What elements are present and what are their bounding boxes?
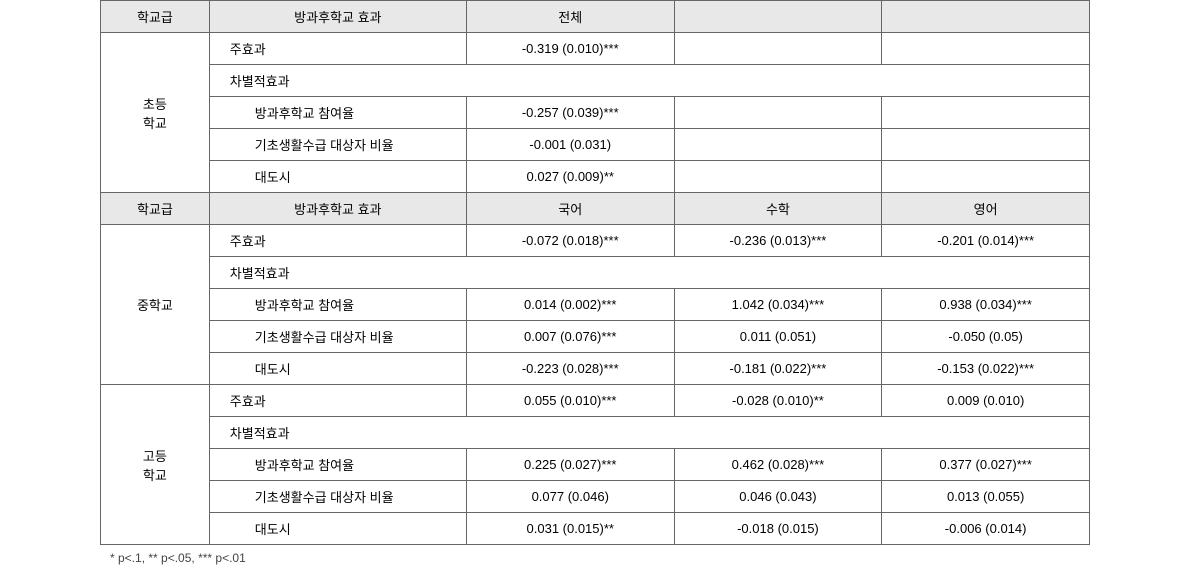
cell-value: -0.236 (0.013)*** — [674, 225, 882, 257]
big-city-label: 대도시 — [209, 513, 466, 545]
table-row: 차별적효과 — [101, 417, 1090, 449]
cell-value: 0.077 (0.046) — [466, 481, 674, 513]
cell-value: 0.046 (0.043) — [674, 481, 882, 513]
cell-value: 0.031 (0.015)** — [466, 513, 674, 545]
cell-value: -0.001 (0.031) — [466, 129, 674, 161]
big-city-label: 대도시 — [209, 353, 466, 385]
cell-value: -0.257 (0.039)*** — [466, 97, 674, 129]
basic-living-label: 기초생활수급 대상자 비율 — [209, 129, 466, 161]
cell-value: -0.153 (0.022)*** — [882, 353, 1090, 385]
table-row: 방과후학교 참여율 0.014 (0.002)*** 1.042 (0.034)… — [101, 289, 1090, 321]
cell-value: 1.042 (0.034)*** — [674, 289, 882, 321]
cell-value: 0.013 (0.055) — [882, 481, 1090, 513]
main-effect-label: 주효과 — [209, 33, 466, 65]
cell-value: 0.055 (0.010)*** — [466, 385, 674, 417]
cell-empty — [882, 97, 1090, 129]
cell-value: 0.938 (0.034)*** — [882, 289, 1090, 321]
cell-empty — [674, 161, 882, 193]
cell-value: 0.462 (0.028)*** — [674, 449, 882, 481]
table-row: 기초생활수급 대상자 비율 0.077 (0.046) 0.046 (0.043… — [101, 481, 1090, 513]
participation-label: 방과후학교 참여율 — [209, 97, 466, 129]
cell-value: -0.223 (0.028)*** — [466, 353, 674, 385]
diff-effect-label: 차별적효과 — [209, 417, 1089, 449]
header-school-level: 학교급 — [101, 193, 210, 225]
table-row: 차별적효과 — [101, 65, 1090, 97]
cell-value: 0.027 (0.009)** — [466, 161, 674, 193]
table-header-row: 학교급 방과후학교 효과 국어 수학 영어 — [101, 193, 1090, 225]
cell-value: -0.319 (0.010)*** — [466, 33, 674, 65]
cell-value: -0.181 (0.022)*** — [674, 353, 882, 385]
main-effect-label: 주효과 — [209, 225, 466, 257]
significance-footnote: * p<.1, ** p<.05, *** p<.01 — [100, 545, 1090, 571]
cell-empty — [674, 97, 882, 129]
main-effect-label: 주효과 — [209, 385, 466, 417]
header-empty-2 — [882, 1, 1090, 33]
table-row: 중학교 주효과 -0.072 (0.018)*** -0.236 (0.013)… — [101, 225, 1090, 257]
middle-label: 중학교 — [101, 225, 210, 385]
cell-value: 0.014 (0.002)*** — [466, 289, 674, 321]
table-header-row: 학교급 방과후학교 효과 전체 — [101, 1, 1090, 33]
header-korean: 국어 — [466, 193, 674, 225]
table-row: 대도시 0.031 (0.015)** -0.018 (0.015) -0.00… — [101, 513, 1090, 545]
cell-value: 0.007 (0.076)*** — [466, 321, 674, 353]
table-row: 기초생활수급 대상자 비율 -0.001 (0.031) — [101, 129, 1090, 161]
header-total: 전체 — [466, 1, 674, 33]
statistics-table: 학교급 방과후학교 효과 전체 초등 학교 주효과 -0.319 (0.010)… — [100, 0, 1090, 545]
table-row: 방과후학교 참여율 0.225 (0.027)*** 0.462 (0.028)… — [101, 449, 1090, 481]
cell-empty — [882, 33, 1090, 65]
basic-living-label: 기초생활수급 대상자 비율 — [209, 321, 466, 353]
elementary-label: 초등 학교 — [101, 33, 210, 193]
table-row: 대도시 -0.223 (0.028)*** -0.181 (0.022)*** … — [101, 353, 1090, 385]
cell-value: -0.028 (0.010)** — [674, 385, 882, 417]
header-school-level: 학교급 — [101, 1, 210, 33]
diff-effect-label: 차별적효과 — [209, 65, 1089, 97]
cell-value: -0.050 (0.05) — [882, 321, 1090, 353]
header-empty-1 — [674, 1, 882, 33]
diff-effect-label: 차별적효과 — [209, 257, 1089, 289]
participation-label: 방과후학교 참여율 — [209, 289, 466, 321]
cell-empty — [882, 129, 1090, 161]
cell-value: -0.072 (0.018)*** — [466, 225, 674, 257]
cell-value: -0.018 (0.015) — [674, 513, 882, 545]
cell-value: -0.201 (0.014)*** — [882, 225, 1090, 257]
cell-value: 0.011 (0.051) — [674, 321, 882, 353]
table-row: 초등 학교 주효과 -0.319 (0.010)*** — [101, 33, 1090, 65]
big-city-label: 대도시 — [209, 161, 466, 193]
table-row: 대도시 0.027 (0.009)** — [101, 161, 1090, 193]
table-row: 차별적효과 — [101, 257, 1090, 289]
cell-value: -0.006 (0.014) — [882, 513, 1090, 545]
cell-empty — [674, 129, 882, 161]
participation-label: 방과후학교 참여율 — [209, 449, 466, 481]
header-effect: 방과후학교 효과 — [209, 193, 466, 225]
header-math: 수학 — [674, 193, 882, 225]
high-label: 고등 학교 — [101, 385, 210, 545]
header-effect: 방과후학교 효과 — [209, 1, 466, 33]
cell-value: 0.225 (0.027)*** — [466, 449, 674, 481]
cell-value: 0.377 (0.027)*** — [882, 449, 1090, 481]
basic-living-label: 기초생활수급 대상자 비율 — [209, 481, 466, 513]
cell-empty — [882, 161, 1090, 193]
cell-value: 0.009 (0.010) — [882, 385, 1090, 417]
table-row: 방과후학교 참여율 -0.257 (0.039)*** — [101, 97, 1090, 129]
header-english: 영어 — [882, 193, 1090, 225]
table-row: 기초생활수급 대상자 비율 0.007 (0.076)*** 0.011 (0.… — [101, 321, 1090, 353]
table-row: 고등 학교 주효과 0.055 (0.010)*** -0.028 (0.010… — [101, 385, 1090, 417]
cell-empty — [674, 33, 882, 65]
